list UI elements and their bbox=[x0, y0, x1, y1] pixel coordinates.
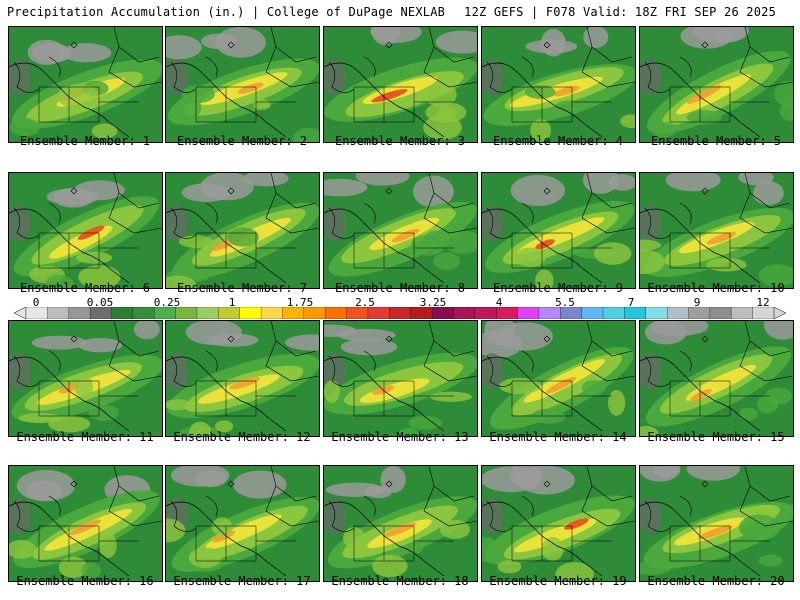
colorbar-swatch bbox=[325, 307, 348, 319]
precip-field-2 bbox=[166, 27, 319, 142]
colorbar-swatch bbox=[111, 307, 134, 319]
precip-field-4 bbox=[482, 27, 635, 142]
member-label-18: Ensemble Member: 18 bbox=[331, 574, 469, 588]
colorbar-tick-label: 1 bbox=[228, 296, 236, 309]
colorbar-swatch bbox=[474, 307, 497, 319]
member-label-11: Ensemble Member: 11 bbox=[16, 430, 154, 444]
colorbar-tick-label: 0.25 bbox=[153, 296, 181, 309]
precip-field-10 bbox=[640, 173, 793, 288]
colorbar-tick-label: 3.25 bbox=[419, 296, 447, 309]
member-map-13 bbox=[323, 320, 478, 437]
colorbar-tick-label: 12 bbox=[756, 296, 770, 309]
member-map-6 bbox=[8, 172, 163, 289]
precip-field-14 bbox=[482, 321, 635, 436]
precip-field-20 bbox=[640, 466, 793, 581]
member-map-10 bbox=[639, 172, 794, 289]
precip-field-7 bbox=[166, 173, 319, 288]
colorbar-swatch bbox=[132, 307, 155, 319]
precip-field-19 bbox=[482, 466, 635, 581]
member-label-1: Ensemble Member: 1 bbox=[19, 134, 151, 148]
colorbar-tick-label: 0.05 bbox=[86, 296, 114, 309]
colorbar-swatch bbox=[239, 307, 262, 319]
colorbar-tick-label: 7 bbox=[627, 296, 635, 309]
member-map-2 bbox=[165, 26, 320, 143]
member-label-9: Ensemble Member: 9 bbox=[492, 281, 624, 295]
colorbar-tick-label: 0 bbox=[32, 296, 40, 309]
member-map-15 bbox=[639, 320, 794, 437]
colorbar-swatch bbox=[260, 307, 283, 319]
member-label-10: Ensemble Member: 10 bbox=[647, 281, 785, 295]
colorbar-left-arrow bbox=[14, 307, 27, 319]
colorbar-tick-label: 5.5 bbox=[555, 296, 575, 309]
member-label-15: Ensemble Member: 15 bbox=[647, 430, 785, 444]
member-map-11 bbox=[8, 320, 163, 437]
colorbar-swatch bbox=[196, 307, 219, 319]
member-map-3 bbox=[323, 26, 478, 143]
member-map-9 bbox=[481, 172, 636, 289]
member-label-20: Ensemble Member: 20 bbox=[647, 574, 785, 588]
member-label-5: Ensemble Member: 5 bbox=[650, 134, 782, 148]
member-map-17 bbox=[165, 465, 320, 582]
precip-field-11 bbox=[9, 321, 162, 436]
member-label-13: Ensemble Member: 13 bbox=[331, 430, 469, 444]
colorbar bbox=[14, 307, 786, 319]
member-label-17: Ensemble Member: 17 bbox=[173, 574, 311, 588]
member-map-18 bbox=[323, 465, 478, 582]
precip-field-15 bbox=[640, 321, 793, 436]
member-map-14 bbox=[481, 320, 636, 437]
member-label-14: Ensemble Member: 14 bbox=[489, 430, 627, 444]
member-label-8: Ensemble Member: 8 bbox=[334, 281, 466, 295]
colorbar-swatch bbox=[581, 307, 604, 319]
colorbar-swatch bbox=[666, 307, 689, 319]
precip-field-17 bbox=[166, 466, 319, 581]
member-label-16: Ensemble Member: 16 bbox=[16, 574, 154, 588]
member-map-4 bbox=[481, 26, 636, 143]
colorbar-swatch bbox=[453, 307, 476, 319]
member-map-5 bbox=[639, 26, 794, 143]
precip-field-3 bbox=[324, 27, 477, 142]
title-right: 12Z GEFS | F078 Valid: 18Z FRI SEP 26 20… bbox=[464, 5, 776, 19]
member-map-16 bbox=[8, 465, 163, 582]
member-label-3: Ensemble Member: 3 bbox=[334, 134, 466, 148]
colorbar-swatch bbox=[602, 307, 625, 319]
member-label-19: Ensemble Member: 19 bbox=[489, 574, 627, 588]
member-map-12 bbox=[165, 320, 320, 437]
member-map-7 bbox=[165, 172, 320, 289]
precip-field-13 bbox=[324, 321, 477, 436]
colorbar-tick-label: 1.75 bbox=[286, 296, 314, 309]
precip-field-8 bbox=[324, 173, 477, 288]
member-label-6: Ensemble Member: 6 bbox=[19, 281, 151, 295]
colorbar-swatch bbox=[709, 307, 732, 319]
member-map-1 bbox=[8, 26, 163, 143]
precip-field-18 bbox=[324, 466, 477, 581]
precip-field-9 bbox=[482, 173, 635, 288]
precip-field-16 bbox=[9, 466, 162, 581]
precip-field-6 bbox=[9, 173, 162, 288]
precip-field-5 bbox=[640, 27, 793, 142]
member-map-8 bbox=[323, 172, 478, 289]
colorbar-tick-label: 2.5 bbox=[355, 296, 375, 309]
colorbar-right-arrow bbox=[773, 307, 786, 319]
colorbar-swatch bbox=[731, 307, 754, 319]
title-left: Precipitation Accumulation (in.) | Colle… bbox=[7, 5, 446, 19]
member-map-20 bbox=[639, 465, 794, 582]
member-label-12: Ensemble Member: 12 bbox=[173, 430, 311, 444]
member-label-7: Ensemble Member: 7 bbox=[176, 281, 308, 295]
colorbar-swatch bbox=[645, 307, 668, 319]
colorbar-tick-label: 9 bbox=[693, 296, 701, 309]
precip-field-12 bbox=[166, 321, 319, 436]
member-map-19 bbox=[481, 465, 636, 582]
colorbar-swatch bbox=[517, 307, 540, 319]
colorbar-tick-label: 4 bbox=[495, 296, 503, 309]
colorbar-swatch bbox=[389, 307, 412, 319]
colorbar-swatch bbox=[47, 307, 70, 319]
member-label-2: Ensemble Member: 2 bbox=[176, 134, 308, 148]
precip-field-1 bbox=[9, 27, 162, 142]
member-label-4: Ensemble Member: 4 bbox=[492, 134, 624, 148]
